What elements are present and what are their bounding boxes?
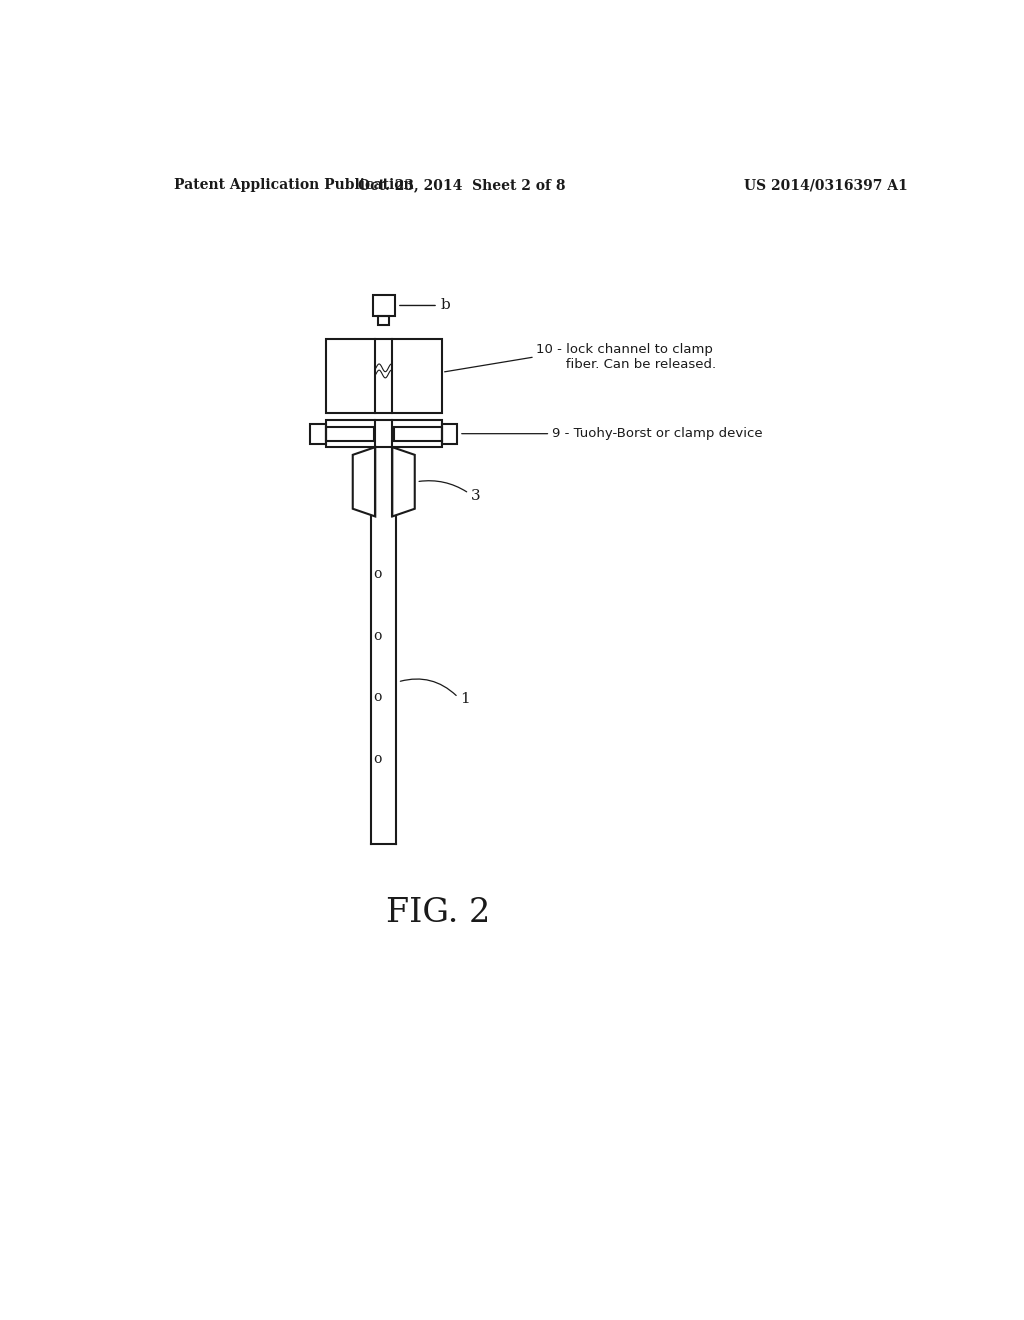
Text: b: b <box>440 298 451 313</box>
Bar <box>326 420 442 447</box>
Text: o: o <box>374 568 382 581</box>
Bar <box>326 339 442 412</box>
Text: o: o <box>374 628 382 643</box>
Text: o: o <box>374 752 382 766</box>
Text: Oct. 23, 2014  Sheet 2 of 8: Oct. 23, 2014 Sheet 2 of 8 <box>357 178 565 193</box>
Text: 10 - lock channel to clamp
       fiber. Can be released.: 10 - lock channel to clamp fiber. Can be… <box>537 343 717 371</box>
Text: 1: 1 <box>460 692 469 706</box>
Text: FIG. 2: FIG. 2 <box>386 898 490 929</box>
Text: 9 - Tuohy-Borst or clamp device: 9 - Tuohy-Borst or clamp device <box>552 428 763 440</box>
Text: Patent Application Publication: Patent Application Publication <box>174 178 414 193</box>
Bar <box>378 317 389 326</box>
Text: o: o <box>374 690 382 705</box>
Text: US 2014/0316397 A1: US 2014/0316397 A1 <box>743 178 907 193</box>
Bar <box>373 294 394 317</box>
Text: 3: 3 <box>471 488 480 503</box>
